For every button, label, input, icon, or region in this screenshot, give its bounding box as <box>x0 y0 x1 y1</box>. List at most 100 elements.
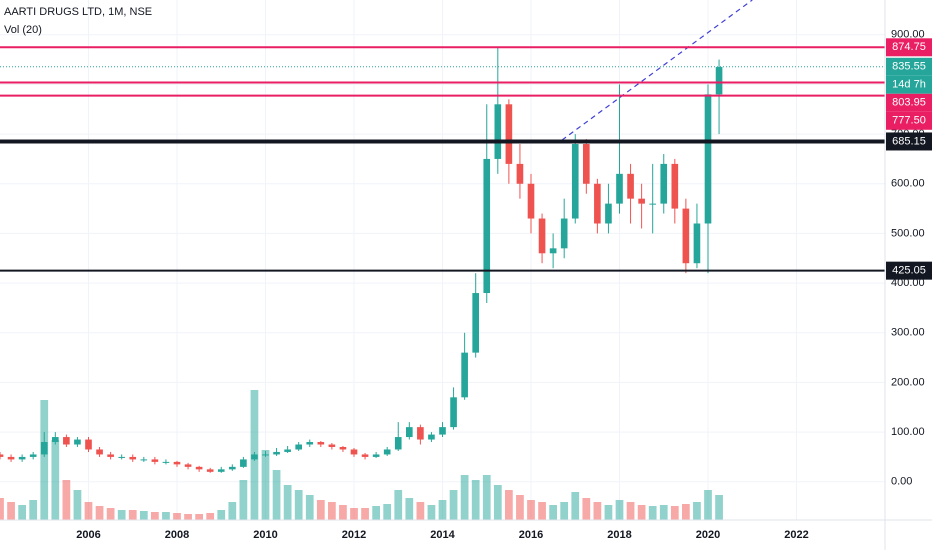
candle <box>660 153 668 214</box>
candle-body <box>96 449 103 455</box>
volume-bar <box>471 480 480 520</box>
candle-body <box>228 466 236 470</box>
candle-body <box>273 451 280 455</box>
candle <box>594 178 601 234</box>
candle-body <box>538 218 546 254</box>
candle <box>549 233 557 269</box>
volume-bar <box>151 512 159 520</box>
x-tick-label: 2008 <box>165 529 189 541</box>
price-label: 835.55 <box>892 61 926 73</box>
candle <box>704 84 712 274</box>
x-tick-label: 2010 <box>253 529 277 541</box>
volume-bar <box>538 502 546 520</box>
candle <box>40 432 48 457</box>
candle <box>582 139 590 194</box>
candle-body <box>450 397 457 428</box>
candle-body <box>505 104 513 164</box>
volume-bar <box>549 505 557 520</box>
volume-bar <box>482 475 491 520</box>
volume-bar <box>239 480 248 520</box>
volume-bar <box>394 490 403 520</box>
volume-bar <box>294 490 303 520</box>
candle <box>472 273 480 358</box>
candle <box>571 134 579 224</box>
volume-bar <box>316 500 325 520</box>
volume-bar <box>527 500 535 520</box>
volume-bar <box>272 470 281 520</box>
price-label: 777.50 <box>892 115 926 127</box>
candle <box>494 47 502 174</box>
volume-bar <box>283 485 292 520</box>
candle-body <box>262 454 269 456</box>
volume-bar <box>416 502 425 520</box>
candle <box>428 432 435 443</box>
volume-bar <box>383 504 392 520</box>
candle-body <box>284 449 291 452</box>
candle-body <box>129 456 137 460</box>
countdown-box <box>886 75 932 94</box>
price-label-box <box>886 132 932 151</box>
candle <box>140 456 148 462</box>
candle <box>0 451 4 460</box>
price-label-box <box>886 93 932 112</box>
y-tick-label: 600.00 <box>891 178 925 190</box>
volume-bar <box>648 506 657 520</box>
candle <box>151 456 159 465</box>
volume-bar <box>40 400 49 520</box>
candle <box>295 442 303 451</box>
trendline <box>561 0 753 141</box>
candle-body <box>461 352 468 398</box>
x-tick-label: 2006 <box>76 529 100 541</box>
candle-body <box>40 442 48 455</box>
candle <box>7 454 15 462</box>
candle-body <box>472 293 480 353</box>
x-tick-label: 2018 <box>607 529 631 541</box>
volume-bar <box>582 498 591 520</box>
y-tick-label: 100.00 <box>891 426 925 438</box>
candle-body <box>494 104 502 159</box>
candle <box>228 464 236 471</box>
x-tick-label: 2016 <box>519 529 543 541</box>
candle <box>394 422 402 451</box>
candle-body <box>317 442 325 445</box>
candle-body <box>107 454 114 457</box>
candle <box>405 422 413 440</box>
candle-body <box>627 173 634 199</box>
candle <box>439 422 446 438</box>
candle <box>527 173 535 234</box>
volume-bar <box>505 490 513 520</box>
candle-body <box>671 163 679 209</box>
y-tick-label: 400.00 <box>891 277 925 289</box>
candle <box>184 462 192 470</box>
candle-body <box>51 437 59 443</box>
candle <box>682 198 690 274</box>
volume-bar <box>18 505 26 520</box>
candle-body <box>85 439 92 450</box>
candle <box>671 158 679 224</box>
candle-body <box>350 449 358 455</box>
candle-body <box>571 144 579 219</box>
candle-body <box>660 163 668 204</box>
volume-bar <box>62 480 71 520</box>
y-tick-label: 300.00 <box>891 327 925 339</box>
candle-body <box>240 459 247 467</box>
candle <box>350 447 358 457</box>
candle <box>251 451 258 461</box>
volume-bar <box>0 498 4 520</box>
candle <box>284 445 291 453</box>
volume-bar <box>493 485 502 520</box>
candle-body <box>428 434 435 440</box>
x-tick-label: 2020 <box>696 529 720 541</box>
candle-body <box>582 144 590 184</box>
candle <box>317 441 325 447</box>
volume-bar <box>560 502 569 520</box>
candle-body <box>328 444 336 447</box>
candle <box>450 387 457 430</box>
price-label-box <box>886 38 932 57</box>
volume-bar <box>162 512 170 520</box>
candle-body <box>417 427 424 440</box>
candle-body <box>63 437 70 445</box>
volume-bar <box>84 502 93 520</box>
volume-bar <box>217 510 226 520</box>
